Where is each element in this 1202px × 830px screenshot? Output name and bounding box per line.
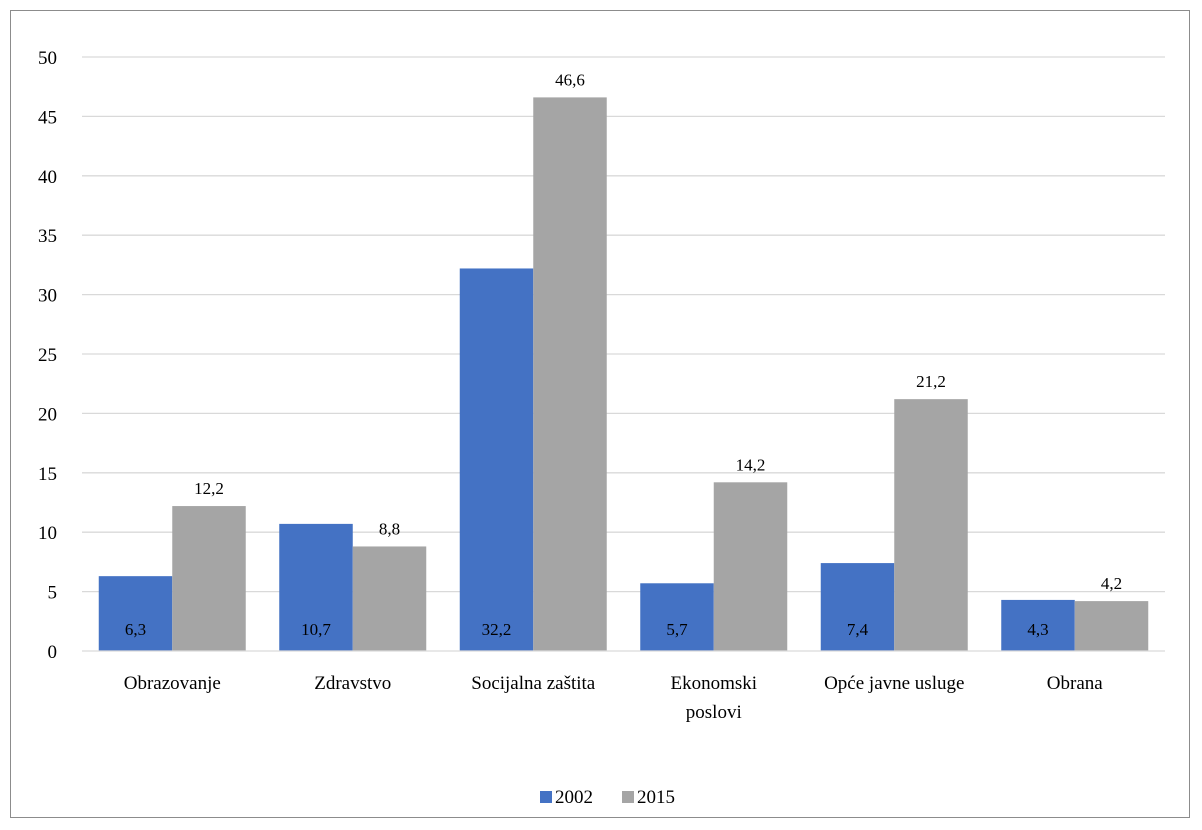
data-label: 4,2: [1101, 574, 1122, 593]
bar-2015-0: [172, 506, 246, 651]
data-label: 46,6: [555, 70, 585, 89]
x-tick-label: Zdravstvo: [314, 673, 391, 694]
data-label: 14,2: [736, 455, 766, 474]
data-label: 4,3: [1027, 620, 1048, 639]
bar-2015-2: [533, 97, 607, 652]
legend-swatch-2002: [540, 791, 552, 803]
legend: 2002 2015: [540, 787, 675, 808]
data-label: 6,3: [125, 620, 146, 639]
gridlines: [82, 56, 1165, 593]
bars: [98, 97, 1149, 652]
bar-2002-0: [98, 576, 173, 651]
data-label: 21,2: [916, 372, 946, 391]
x-tick-label: poslovi: [686, 702, 742, 723]
x-tick-label: Opće javne usluge: [824, 673, 964, 694]
y-tick-label: 5: [48, 583, 58, 604]
data-label: 8,8: [379, 519, 400, 538]
y-tick-label: 25: [38, 345, 57, 366]
bar-2015-1: [352, 546, 427, 651]
y-tick-label: 45: [38, 107, 57, 128]
x-tick-label: Ekonomski: [670, 673, 757, 694]
y-tick-label: 10: [38, 523, 57, 544]
bar-2015-5: [1074, 601, 1149, 651]
bar-2002-2: [459, 268, 534, 651]
data-label: 12,2: [194, 479, 224, 498]
data-label: 10,7: [301, 620, 331, 639]
y-tick-label: 15: [38, 464, 57, 485]
x-tick-label: Obrana: [1047, 673, 1103, 694]
bar-2002-1: [279, 523, 353, 651]
data-label: 5,7: [666, 620, 688, 639]
y-tick-label: 50: [38, 48, 57, 69]
x-tick-label: Socijalna zaštita: [471, 673, 596, 694]
y-tick-label: 20: [38, 404, 57, 425]
bar-2002-5: [1001, 599, 1075, 651]
x-axis: Obrazovanje Zdravstvo Socijalna zaštita Eko…: [82, 650, 1165, 723]
legend-label: 2015: [637, 787, 675, 808]
x-tick-label: Obrazovanje: [124, 673, 221, 694]
bar-2015-4: [894, 399, 968, 651]
legend-swatch-2015: [622, 791, 634, 803]
y-tick-label: 0: [48, 642, 58, 663]
y-tick-label: 35: [38, 226, 57, 247]
data-label: 7,4: [847, 620, 869, 639]
y-tick-label: 40: [38, 167, 57, 188]
data-labels: 6,3 10,7 32,2 5,7 7,4 4,3 12,2 8,8 46,6 14,2 21,2 4…: [125, 70, 1122, 639]
y-tick-label: 30: [38, 286, 57, 307]
bar-2002-4: [820, 563, 895, 651]
data-label: 32,2: [482, 620, 512, 639]
legend-label: 2002: [555, 787, 593, 808]
bar-2002-3: [640, 583, 714, 651]
y-axis-ticks: 0 5 10 15 20 25 30 35 40 45 50: [38, 48, 57, 663]
bar-2015-3: [713, 482, 788, 651]
